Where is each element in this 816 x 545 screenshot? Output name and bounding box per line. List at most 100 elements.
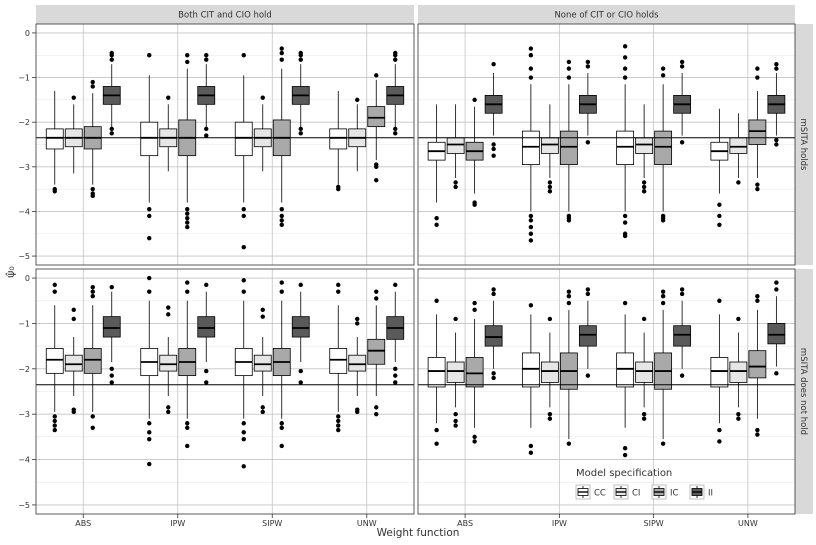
box-iqr (465, 357, 484, 388)
outlier-point (374, 178, 379, 183)
outlier-point (241, 289, 246, 294)
outlier-point (528, 303, 534, 308)
outlier-point (204, 133, 209, 138)
outlier-point (622, 300, 628, 306)
outlier-point (453, 411, 458, 417)
outlier-point (109, 380, 114, 385)
y-tick-label: 0 (25, 274, 30, 283)
box-ipw-ic (559, 289, 578, 446)
box-unw-cc (329, 282, 348, 433)
x-tick-label-abs: ABS (75, 519, 91, 528)
outlier-point (393, 380, 398, 385)
outlier-point (90, 414, 95, 419)
outlier-point (566, 300, 572, 306)
facet-strip-none-of-cit-or-cio-holds (418, 5, 795, 24)
outlier-point (755, 75, 760, 80)
box-iqr (329, 347, 348, 374)
box-iqr (521, 352, 540, 388)
facet-column-strips: Both CIT and CIO hold None of CIT or CIO … (36, 5, 795, 24)
outlier-point (90, 284, 95, 290)
outlier-point (166, 95, 171, 100)
box-sipw-ic (654, 66, 673, 223)
outlier-point (622, 213, 628, 219)
outlier-point (679, 59, 685, 65)
x-axis-title: Weight function (377, 527, 460, 539)
outlier-point (393, 373, 398, 378)
outlier-point (90, 425, 95, 430)
outlier-point (585, 59, 591, 65)
outlier-point (374, 405, 379, 410)
box-unw-ic (748, 66, 767, 192)
outlier-point (528, 53, 534, 58)
box-unw-ci (729, 316, 748, 421)
outlier-point (585, 64, 591, 69)
outlier-point (566, 218, 572, 223)
panel-border (417, 23, 796, 266)
facet-strip-label: Both CIT and CIO hold (178, 11, 272, 21)
outlier-point (641, 184, 647, 190)
outlier-point (393, 131, 398, 136)
outlier-point (755, 182, 760, 187)
outlier-point (52, 418, 57, 424)
box-abs-ii (102, 50, 121, 136)
y-tick-label: −1 (18, 319, 30, 328)
outlier-point (298, 126, 303, 132)
outlier-point (434, 298, 439, 303)
outlier-point (547, 316, 553, 322)
outlier-point (90, 193, 95, 199)
outlier-point (52, 289, 57, 294)
outlier-point (166, 305, 171, 310)
outlier-point (393, 50, 398, 56)
outlier-point (298, 131, 303, 136)
y-axis-title: ψ̂₀ (4, 266, 17, 278)
outlier-point (585, 291, 591, 297)
box-unw-ic (367, 289, 386, 417)
box-sipw-ii (673, 287, 692, 378)
outlier-point (279, 213, 284, 219)
outlier-point (491, 371, 496, 376)
outlier-point (755, 432, 760, 437)
outlier-point (166, 405, 171, 410)
outlier-point (622, 446, 628, 451)
box-sipw-ci (635, 316, 654, 421)
x-tick-label-unw: UNW (738, 519, 758, 528)
outlier-point (434, 441, 439, 446)
panel-border (35, 268, 415, 515)
y-tick-label: −5 (18, 252, 30, 261)
outlier-point (147, 430, 152, 435)
outlier-point (90, 289, 95, 294)
panels-layer (35, 23, 796, 515)
box-unw-ii (386, 50, 405, 136)
box-iqr (559, 130, 578, 165)
outlier-point (336, 414, 341, 419)
x-tick-label-ipw: IPW (170, 519, 185, 528)
outlier-point (336, 282, 341, 288)
box-unw-ii (767, 280, 786, 376)
outlier-point (147, 436, 152, 442)
outlier-point (298, 380, 303, 385)
outlier-point (204, 57, 209, 62)
box-sipw-ci (635, 104, 654, 194)
box-ipw-cc (140, 275, 159, 467)
outlier-point (147, 213, 152, 219)
outlier-point (472, 300, 477, 306)
x-tick-label-sipw: SIPW (262, 519, 282, 528)
outlier-point (641, 416, 647, 421)
outlier-point (298, 57, 303, 62)
box-ipw-ii (197, 53, 216, 138)
outlier-point (374, 289, 379, 294)
legend-label: CC (594, 489, 606, 499)
outlier-point (472, 434, 477, 440)
outlier-point (528, 231, 534, 236)
outlier-point (204, 368, 209, 374)
box-iqr (710, 357, 729, 388)
y-tick-label: −5 (18, 501, 30, 510)
outlier-point (453, 316, 458, 322)
outlier-point (393, 126, 398, 132)
y-tick-label: −4 (18, 456, 30, 465)
x-axis-ticks: ABS IPW SIPW UNW ABS IPW SIPW UNW (75, 514, 758, 528)
outlier-point (393, 282, 398, 288)
box-iqr (446, 361, 465, 383)
outlier-point (279, 218, 284, 223)
outlier-point (547, 184, 553, 190)
